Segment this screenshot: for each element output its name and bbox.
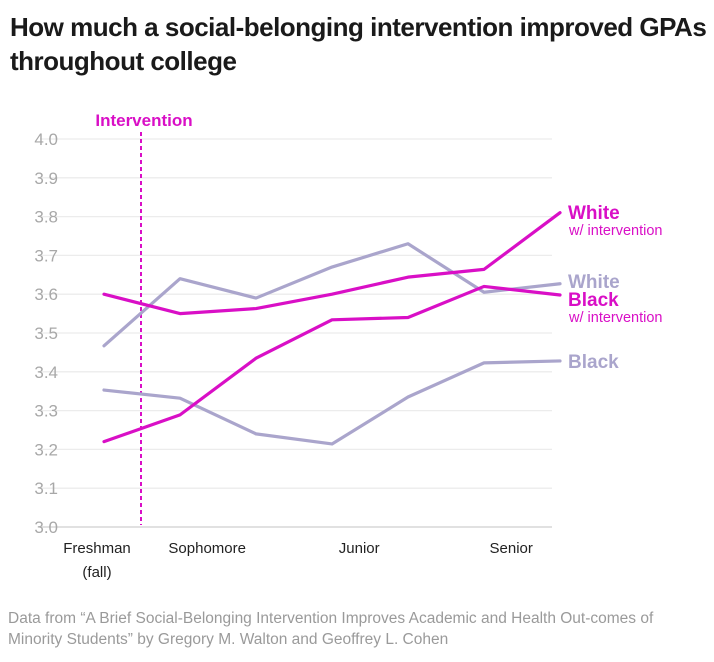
source-note: Data from “A Brief Social-Belonging Inte… [8, 610, 654, 648]
y-tick-label: 3.3 [34, 402, 58, 421]
x-tick-label: Junior [339, 540, 380, 557]
y-tick-label: 3.5 [34, 324, 58, 343]
y-tick-label: 3.6 [34, 285, 58, 304]
y-tick-label: 3.1 [34, 479, 58, 498]
intervention-label: Intervention [95, 111, 192, 130]
series-label: Black [568, 290, 619, 311]
series-sublabel: w/ intervention [568, 310, 663, 326]
series-line-black-intervention [102, 284, 562, 444]
series-line-white-intervention [102, 211, 562, 316]
series-line-white [102, 242, 562, 348]
series-line-black [102, 359, 562, 446]
x-tick-label: (fall) [82, 564, 111, 581]
series-sublabel: w/ intervention [568, 223, 663, 239]
y-tick-label: 4.0 [34, 130, 58, 149]
x-tick-label: Freshman [63, 540, 131, 557]
x-tick-label: Senior [490, 540, 533, 557]
y-tick-label: 3.8 [34, 208, 58, 227]
y-tick-label: 3.7 [34, 246, 58, 265]
y-tick-label: 3.0 [34, 518, 58, 537]
y-tick-label: 3.9 [34, 169, 58, 188]
y-tick-label: 3.4 [34, 363, 58, 382]
chart-title: How much a social-belonging intervention… [10, 12, 707, 76]
y-tick-label: 3.2 [34, 440, 58, 459]
x-tick-label: Sophomore [168, 540, 246, 557]
series-label: Black [568, 352, 619, 373]
series-label: White [568, 203, 620, 224]
series-label: White [568, 272, 620, 293]
